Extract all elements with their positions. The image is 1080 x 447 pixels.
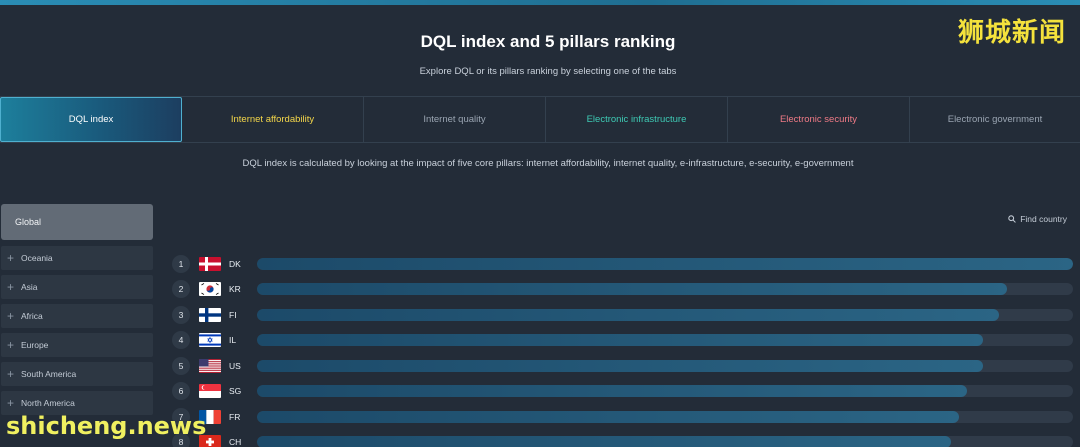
ranking-row[interactable]: 1 DK bbox=[172, 251, 1076, 277]
tab-electronic-security[interactable]: Electronic security bbox=[728, 97, 910, 142]
score-bar-track bbox=[257, 410, 1073, 423]
score-bar bbox=[257, 410, 959, 423]
finland-flag-icon bbox=[199, 307, 221, 322]
rank-number: 5 bbox=[172, 356, 190, 375]
tab-bar: DQL index Internet affordability Interne… bbox=[0, 96, 1080, 143]
sidebar-item-global[interactable]: Global bbox=[1, 204, 153, 240]
sidebar-item-oceania[interactable]: + Oceania bbox=[1, 246, 153, 270]
score-bar bbox=[257, 436, 951, 447]
search-icon bbox=[1008, 215, 1017, 223]
ranking-row[interactable]: 2 KR bbox=[172, 277, 1076, 303]
score-bar bbox=[257, 257, 1073, 270]
ranking-row[interactable]: 8 CH bbox=[172, 430, 1076, 447]
country-code: DK bbox=[229, 258, 241, 269]
france-flag-icon bbox=[199, 409, 221, 424]
sidebar-item-label: Asia bbox=[21, 282, 38, 292]
sidebar-item-label: Oceania bbox=[21, 253, 53, 263]
tab-electronic-government[interactable]: Electronic government bbox=[910, 97, 1080, 142]
tab-label: Internet quality bbox=[423, 114, 486, 125]
page-subtitle: Explore DQL or its pillars ranking by se… bbox=[419, 66, 677, 77]
sidebar-item-africa[interactable]: + Africa bbox=[1, 304, 153, 328]
plus-icon: + bbox=[7, 396, 15, 410]
rank-number: 4 bbox=[172, 331, 190, 350]
plus-icon: + bbox=[7, 251, 15, 265]
ranking-row[interactable]: 6 SG bbox=[172, 379, 1076, 405]
rank-number: 7 bbox=[172, 407, 190, 426]
singapore-flag-icon bbox=[199, 384, 221, 399]
score-bar-track bbox=[257, 308, 1073, 321]
country-code: FR bbox=[229, 411, 241, 422]
score-bar-track bbox=[257, 436, 1073, 447]
denmark-flag-icon bbox=[199, 256, 221, 271]
tab-label: Electronic government bbox=[947, 114, 1043, 125]
country-code: CH bbox=[229, 437, 242, 447]
sidebar-item-south-america[interactable]: + South America bbox=[1, 362, 153, 386]
watermark-url: shicheng.news bbox=[6, 412, 207, 440]
plus-icon: + bbox=[7, 367, 15, 381]
score-bar-track bbox=[257, 334, 1073, 347]
find-country-button[interactable]: Find country bbox=[1008, 214, 1067, 224]
country-code: SG bbox=[229, 386, 242, 397]
score-bar bbox=[257, 283, 1007, 296]
score-bar bbox=[257, 385, 967, 398]
score-bar-track bbox=[257, 385, 1073, 398]
sidebar-item-north-america[interactable]: + North America bbox=[1, 391, 153, 415]
country-code: US bbox=[229, 360, 241, 371]
sidebar-item-label: Europe bbox=[21, 340, 49, 350]
score-bar bbox=[257, 308, 999, 321]
sidebar-item-label: Global bbox=[15, 217, 42, 227]
tab-label: DQL index bbox=[68, 114, 114, 125]
tab-internet-quality[interactable]: Internet quality bbox=[364, 97, 546, 142]
rank-number: 2 bbox=[172, 280, 190, 299]
page-title: DQL index and 5 pillars ranking bbox=[420, 32, 676, 51]
sidebar-item-label: South America bbox=[21, 369, 77, 379]
usa-flag-icon bbox=[199, 358, 221, 373]
ranking-row[interactable]: 7 FR bbox=[172, 404, 1076, 430]
find-country-label: Find country bbox=[1020, 214, 1067, 224]
sidebar-item-label: Africa bbox=[21, 311, 43, 321]
sidebar-item-asia[interactable]: + Asia bbox=[1, 275, 153, 299]
tab-label: Internet affordability bbox=[230, 114, 315, 125]
tab-electronic-infrastructure[interactable]: Electronic infrastructure bbox=[546, 97, 728, 142]
sidebar-item-europe[interactable]: + Europe bbox=[1, 333, 153, 357]
country-code: FI bbox=[229, 309, 237, 320]
ranking-row[interactable]: 4 IL bbox=[172, 328, 1076, 354]
plus-icon: + bbox=[7, 309, 15, 323]
rank-number: 6 bbox=[172, 382, 190, 401]
rank-number: 3 bbox=[172, 305, 190, 324]
country-code: KR bbox=[229, 284, 241, 295]
tab-dql-index[interactable]: DQL index bbox=[0, 97, 182, 142]
tab-label: Electronic infrastructure bbox=[586, 114, 687, 125]
plus-icon: + bbox=[7, 338, 15, 352]
ranking-list: 1 DK 2 KR 3 FI 4 IL 5 US bbox=[172, 251, 1076, 447]
region-sidebar: Global + Oceania + Asia + Africa + Europe + S… bbox=[1, 204, 153, 420]
sidebar-item-label: North America bbox=[21, 398, 75, 408]
score-bar-track bbox=[257, 359, 1073, 372]
israel-flag-icon bbox=[199, 333, 221, 348]
rank-number: 8 bbox=[172, 433, 190, 447]
score-bar bbox=[257, 334, 984, 347]
score-bar-track bbox=[257, 283, 1073, 296]
tab-internet-affordability[interactable]: Internet affordability bbox=[182, 97, 364, 142]
south-korea-flag-icon bbox=[199, 282, 221, 297]
country-code: IL bbox=[229, 335, 237, 346]
tab-label: Electronic security bbox=[779, 114, 858, 125]
switzerland-flag-icon bbox=[199, 435, 221, 447]
ranking-row[interactable]: 5 US bbox=[172, 353, 1076, 379]
ranking-row[interactable]: 3 FI bbox=[172, 302, 1076, 328]
rank-number: 1 bbox=[172, 254, 190, 273]
watermark-logo: 狮城新闻 bbox=[957, 18, 1066, 48]
score-bar bbox=[257, 359, 984, 372]
plus-icon: + bbox=[7, 280, 15, 294]
top-accent-line bbox=[0, 0, 1080, 5]
index-description: DQL index is calculated by looking at th… bbox=[242, 158, 854, 169]
score-bar-track bbox=[257, 257, 1073, 270]
